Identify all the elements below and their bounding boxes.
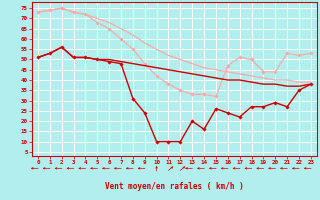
X-axis label: Vent moyen/en rafales ( km/h ): Vent moyen/en rafales ( km/h )	[105, 182, 244, 191]
